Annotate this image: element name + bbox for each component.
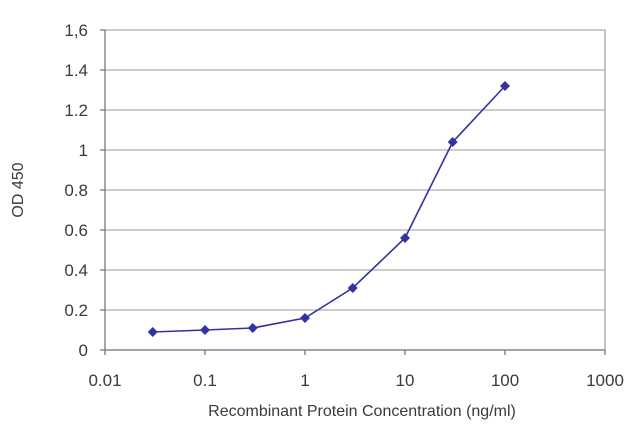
series-line <box>152 85 506 333</box>
y-tick-label: 0.2 <box>64 301 88 320</box>
data-point <box>147 327 158 337</box>
y-tick-label: 0 <box>79 341 88 360</box>
y-tick-label: 0.6 <box>64 221 88 240</box>
y-tick-label: 0.4 <box>64 261 88 280</box>
x-tick-label: 1000 <box>586 371 624 390</box>
data-point <box>200 325 210 335</box>
gridlines <box>105 29 605 311</box>
axes <box>100 29 606 355</box>
y-tick-label: 1.2 <box>64 101 88 120</box>
data-point <box>300 313 310 323</box>
data-point <box>400 233 410 243</box>
x-tick-label: 1 <box>300 371 309 390</box>
y-tick-label: 1 <box>79 141 88 160</box>
x-tick-label: 10 <box>396 371 415 390</box>
series-group <box>147 81 510 337</box>
x-tick-labels: 0.01 0.1 1 10 100 1000 <box>88 371 623 390</box>
y-tick-label: 1,6 <box>64 21 88 40</box>
y-tick-label: 0.8 <box>64 181 88 200</box>
data-point <box>347 283 358 293</box>
data-point <box>247 323 258 333</box>
y-axis-title: OD 450 <box>10 162 27 217</box>
y-tick-label: 1.4 <box>64 61 88 80</box>
y-tick-labels: 0 0.2 0.4 0.6 0.8 1 1.2 1.4 1,6 <box>64 21 88 360</box>
x-axis-title: Recombinant Protein Concentration (ng/ml… <box>208 403 516 420</box>
x-tick-label: 0.1 <box>193 371 217 390</box>
data-point <box>500 81 510 91</box>
x-tick-label: 100 <box>491 371 519 390</box>
x-tick-label: 0.01 <box>88 371 121 390</box>
data-point <box>447 137 458 147</box>
